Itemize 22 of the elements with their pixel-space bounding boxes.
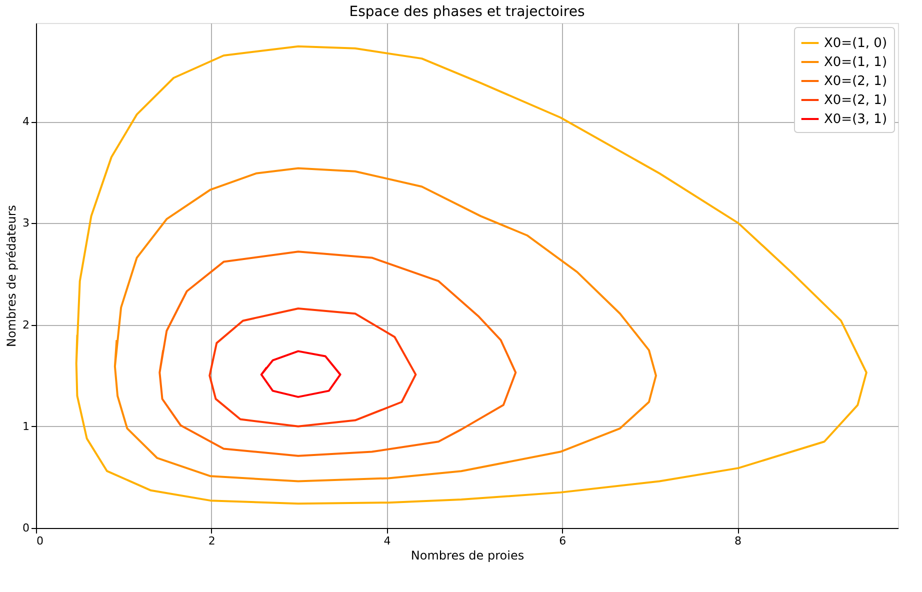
legend-label: X0=(1, 0) (824, 36, 888, 51)
y-tick-label: 0 (22, 522, 30, 534)
line-series (260, 350, 342, 398)
x-tick-label: 4 (384, 534, 391, 548)
legend-label: X0=(2, 1) (824, 93, 888, 108)
x-tick-label: 6 (559, 534, 566, 548)
legend-label: X0=(3, 1) (824, 112, 888, 127)
x-tick-label: 2 (208, 534, 216, 548)
y-axis-title: Nombres de prédateurs (4, 204, 18, 348)
legend-label: X0=(2, 1) (824, 74, 888, 89)
legend-label: X0=(1, 1) (824, 55, 888, 70)
y-tick-label: 2 (22, 318, 30, 332)
line-series (114, 167, 657, 482)
y-tick-label: 1 (22, 420, 30, 433)
y-tick-label: 4 (22, 115, 30, 128)
chart-title: Espace des phases et trajectoires (349, 4, 585, 20)
line-series (208, 308, 417, 428)
x-axis-title: Nombres de proies (410, 548, 524, 562)
line-series (158, 250, 517, 457)
x-tick-label: 0 (36, 534, 44, 548)
y-tick-label: 3 (22, 216, 30, 230)
x-tick-label: 8 (734, 534, 742, 548)
